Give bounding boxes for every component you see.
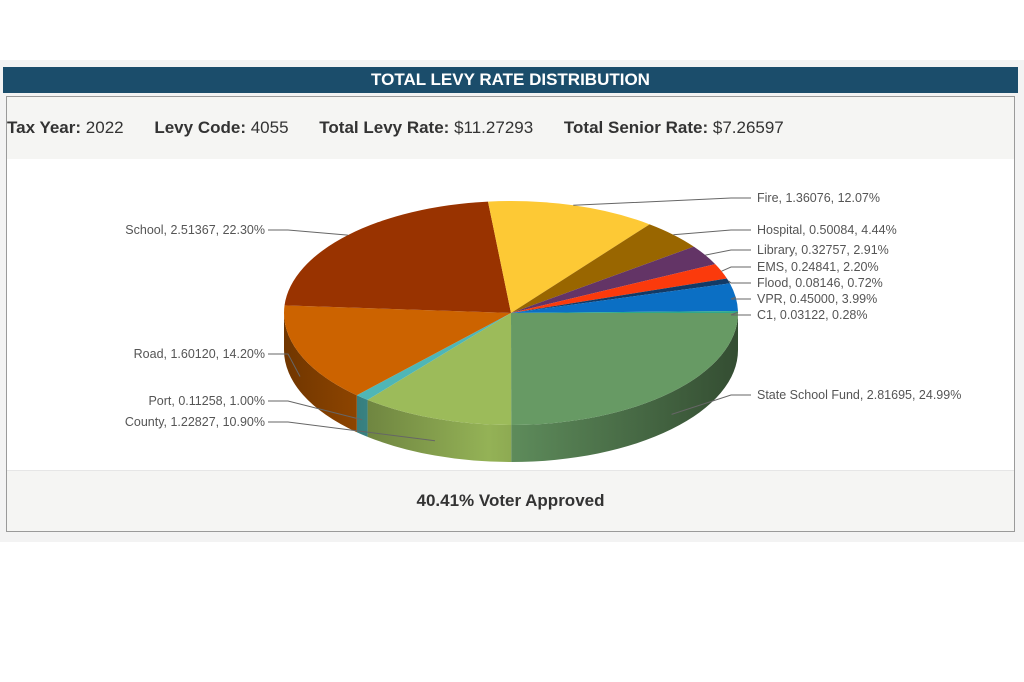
slice-label: Flood, 0.08146, 0.72% — [757, 276, 883, 290]
pie-slice-flood[interactable] — [511, 278, 730, 313]
slice-label: C1, 0.03122, 0.28% — [757, 308, 868, 322]
pie-slice-side-county — [367, 399, 512, 462]
total-senior-rate-label: Total Senior Rate: — [563, 118, 709, 137]
total-senior-rate-value: $7.26597 — [712, 118, 784, 137]
pie-slice-county[interactable] — [367, 313, 512, 425]
pie-slice-library[interactable] — [511, 246, 716, 313]
tax-year: Tax Year: 2022 — [7, 118, 124, 137]
leader-line — [673, 229, 751, 236]
leader-line — [728, 280, 751, 284]
slice-label: EMS, 0.24841, 2.20% — [757, 260, 879, 274]
leader-line — [730, 296, 751, 300]
pie-slice-school[interactable] — [284, 201, 511, 313]
levy-panel: Tax Year: 2022 Levy Code: 4055 Total Lev… — [6, 96, 1015, 532]
total-senior-rate: Total Senior Rate: $7.26597 — [564, 118, 784, 137]
slice-label: Road, 1.60120, 14.20% — [134, 347, 265, 361]
slice-label: County, 1.22827, 10.90% — [125, 415, 265, 429]
pie-slice-c1[interactable] — [511, 311, 738, 313]
total-levy-rate-label: Total Levy Rate: — [319, 118, 450, 137]
tax-year-label: Tax Year: — [7, 118, 82, 137]
leader-line — [721, 266, 751, 272]
levy-code: Levy Code: 4055 — [154, 118, 288, 137]
leader-line — [730, 311, 751, 316]
levy-info-row: Tax Year: 2022 Levy Code: 4055 Total Lev… — [7, 97, 1014, 159]
slice-label: Port, 0.11258, 1.00% — [148, 394, 265, 408]
slice-label: Hospital, 0.50084, 4.44% — [757, 223, 897, 237]
leader-line — [268, 400, 363, 421]
slice-label: Library, 0.32757, 2.91% — [757, 243, 889, 257]
leader-line — [671, 394, 751, 415]
section-header: TOTAL LEVY RATE DISTRIBUTION — [3, 67, 1018, 93]
pie-slice-side-port — [356, 395, 368, 437]
leader-line — [268, 353, 301, 377]
voter-approved-footer: 40.41% Voter Approved — [7, 470, 1014, 531]
leader-line — [268, 421, 436, 442]
slice-label: Fire, 1.36076, 12.07% — [757, 191, 880, 205]
pie-slice-hospital[interactable] — [511, 224, 694, 313]
tax-year-value: 2022 — [85, 118, 124, 137]
pie-slice-side-state-school-fund — [511, 313, 738, 462]
slice-label: VPR, 0.45000, 3.99% — [757, 292, 877, 306]
pie-slice-ems[interactable] — [511, 264, 727, 313]
slice-label: School, 2.51367, 22.30% — [125, 223, 265, 237]
pie-slice-fire[interactable] — [488, 201, 650, 313]
pie-slice-port[interactable] — [356, 313, 511, 400]
total-levy-rate-value: $11.27293 — [454, 118, 534, 137]
pie-slice-side-road — [284, 313, 357, 433]
slice-label: State School Fund, 2.81695, 24.99% — [757, 388, 961, 402]
pie-slice-vpr[interactable] — [511, 283, 738, 313]
total-levy-rate: Total Levy Rate: $11.27293 — [319, 118, 533, 137]
leader-line — [268, 229, 348, 236]
pie-slice-road[interactable] — [284, 305, 511, 396]
leader-line — [573, 197, 751, 206]
levy-code-label: Levy Code: — [154, 118, 246, 137]
pie-slice-state-school-fund[interactable] — [511, 313, 738, 425]
levy-code-value: 4055 — [250, 118, 289, 137]
leader-line — [705, 249, 751, 256]
